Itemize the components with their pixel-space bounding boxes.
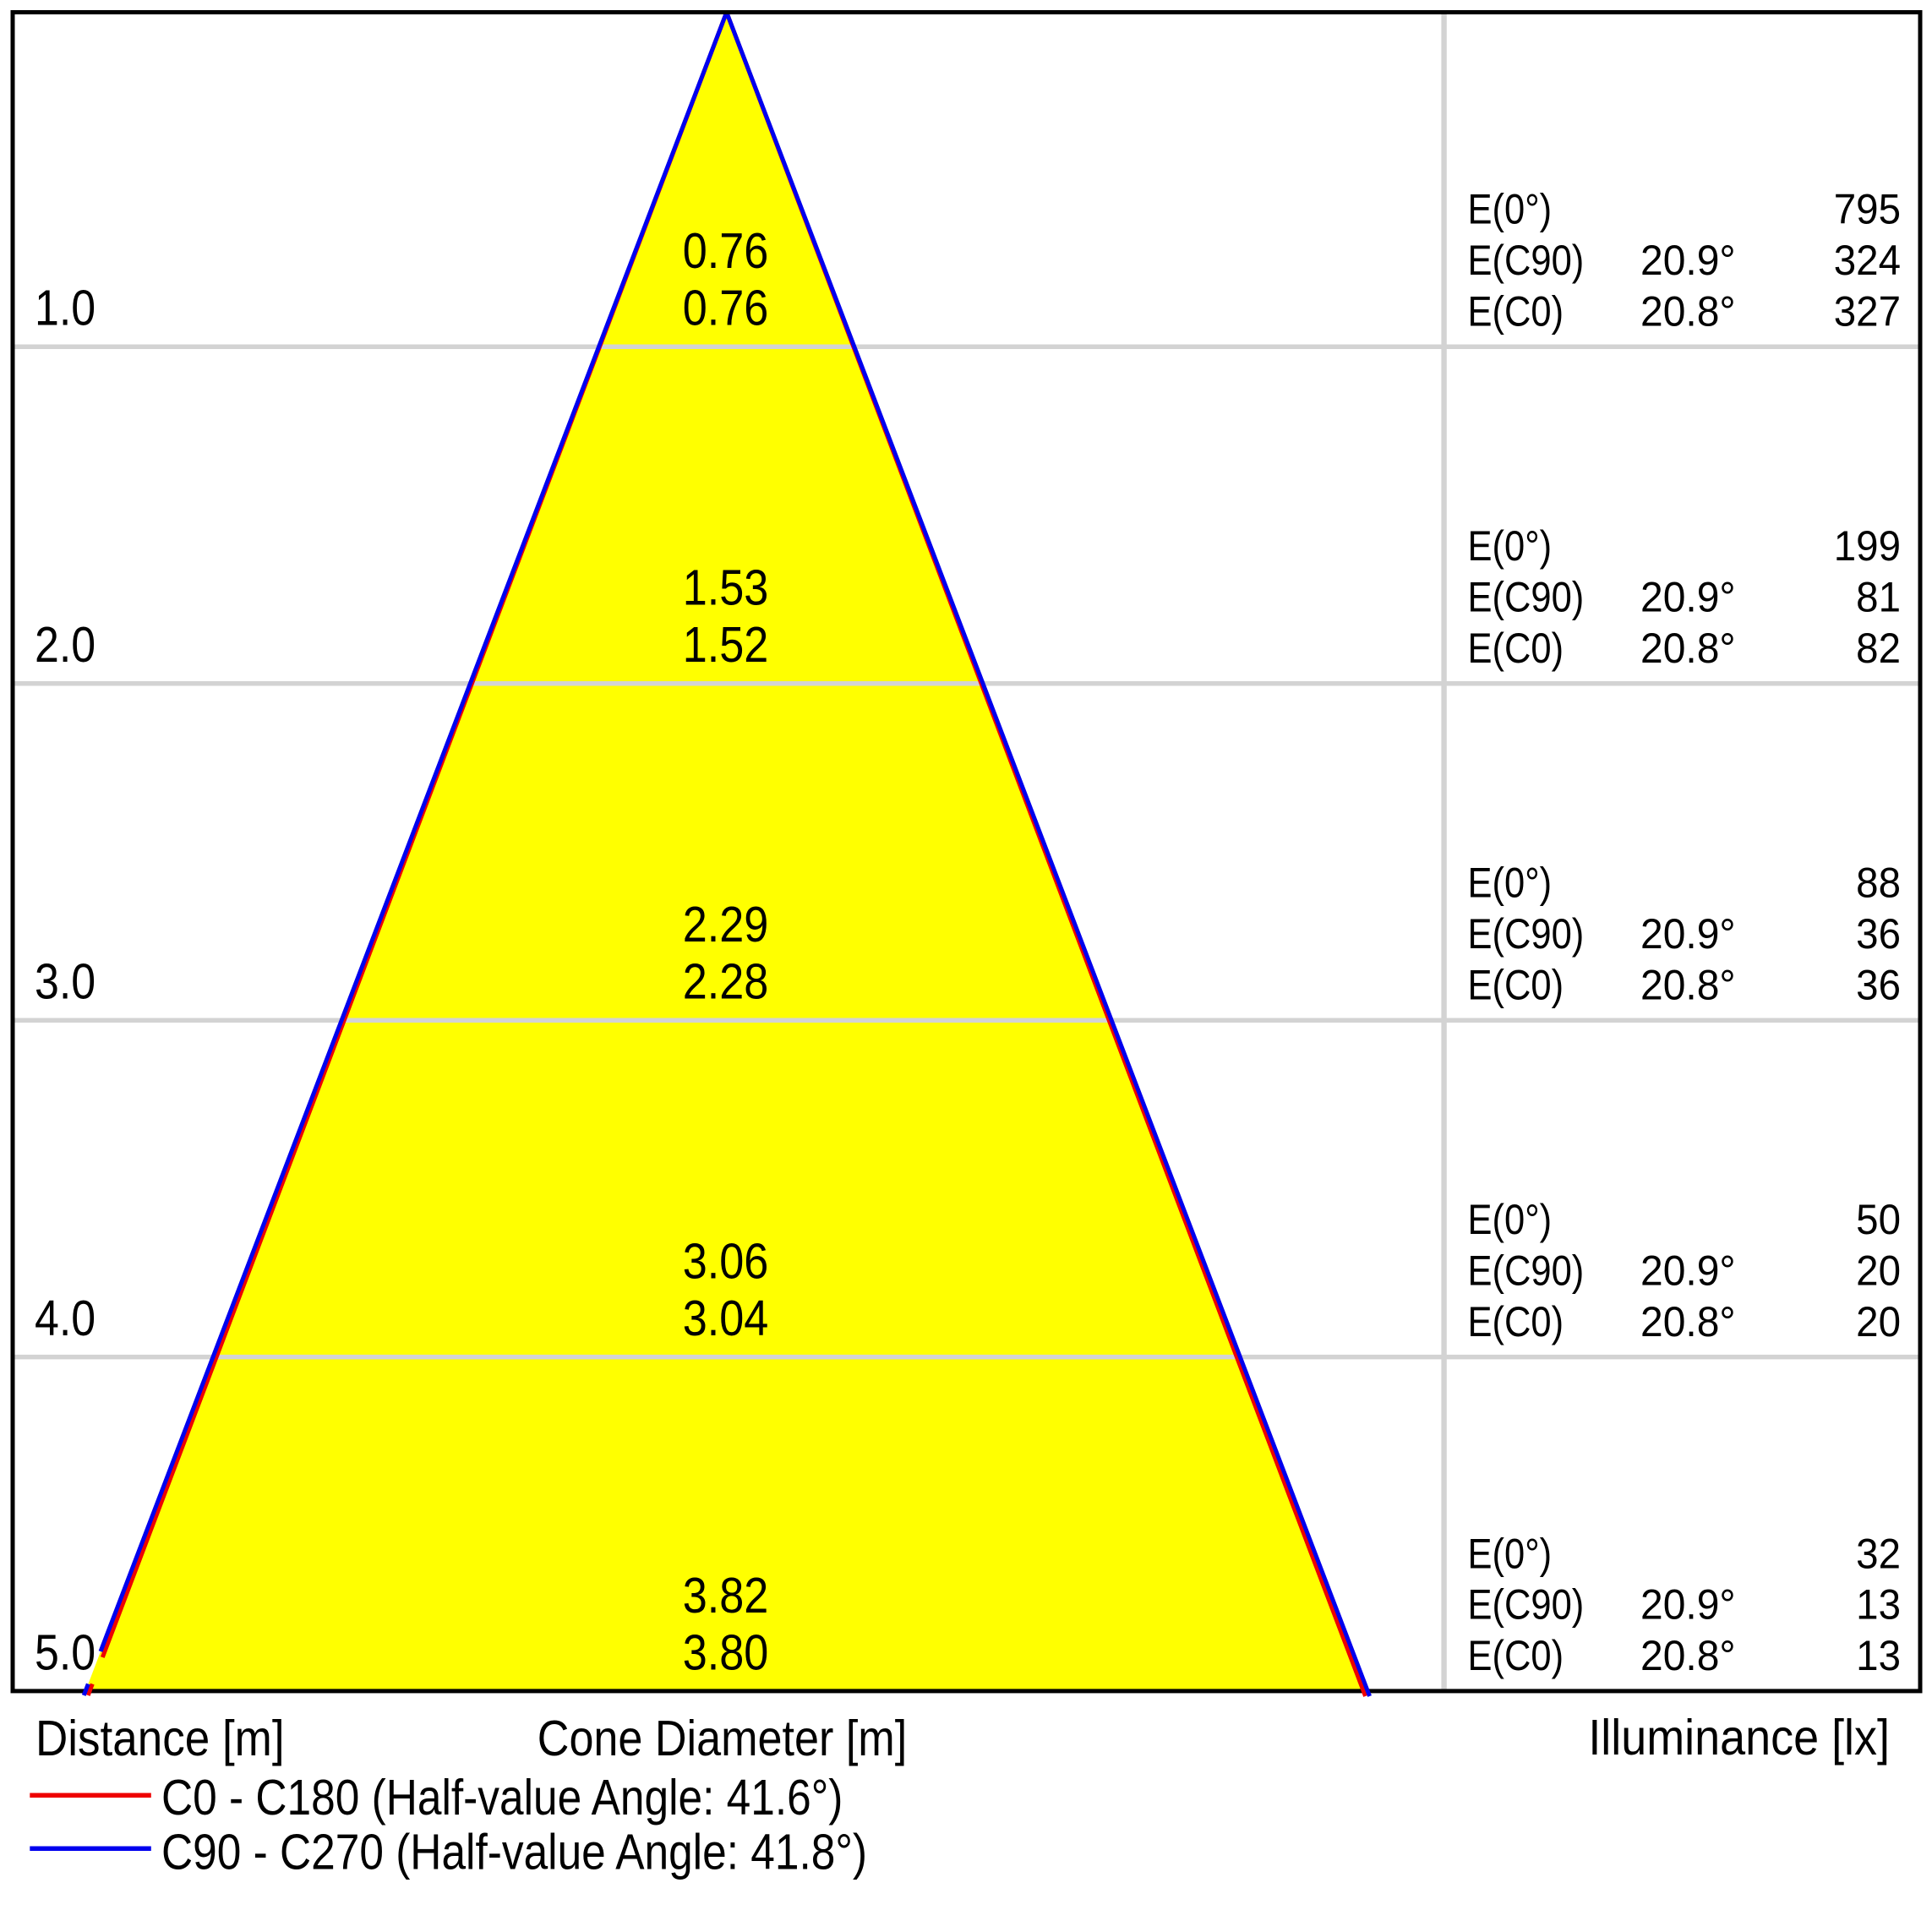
- svg-text:C0 - C180 (Half-value Angle: 4: C0 - C180 (Half-value Angle: 41.6°): [161, 1770, 843, 1826]
- svg-text:0.76: 0.76: [683, 223, 769, 279]
- svg-text:20.9°: 20.9°: [1640, 1582, 1736, 1629]
- svg-text:36: 36: [1856, 911, 1901, 958]
- svg-text:1.0: 1.0: [35, 281, 96, 336]
- svg-text:324: 324: [1834, 237, 1901, 284]
- svg-text:5.0: 5.0: [35, 1624, 96, 1680]
- svg-text:13: 13: [1856, 1582, 1901, 1629]
- svg-text:E(C90): E(C90): [1468, 910, 1585, 957]
- svg-text:20.8°: 20.8°: [1640, 289, 1736, 336]
- svg-text:1.52: 1.52: [683, 617, 769, 673]
- svg-text:3.82: 3.82: [683, 1568, 769, 1624]
- svg-text:20.9°: 20.9°: [1640, 1247, 1736, 1294]
- svg-text:E(C90): E(C90): [1468, 237, 1585, 283]
- svg-text:13: 13: [1856, 1633, 1901, 1679]
- svg-text:E(C0): E(C0): [1468, 288, 1564, 335]
- svg-text:E(0°): E(0°): [1468, 860, 1553, 906]
- svg-text:20.8°: 20.8°: [1640, 1633, 1736, 1679]
- svg-text:82: 82: [1856, 625, 1901, 672]
- svg-text:32: 32: [1856, 1531, 1901, 1577]
- svg-text:2.0: 2.0: [35, 617, 96, 673]
- svg-text:20.8°: 20.8°: [1640, 625, 1736, 672]
- svg-text:E(C0): E(C0): [1468, 1632, 1564, 1678]
- svg-text:2.29: 2.29: [683, 897, 769, 952]
- svg-text:88: 88: [1856, 860, 1901, 907]
- svg-text:20.9°: 20.9°: [1640, 237, 1736, 284]
- svg-text:3.04: 3.04: [683, 1291, 769, 1346]
- svg-text:20.8°: 20.8°: [1640, 1299, 1736, 1345]
- svg-text:E(C0): E(C0): [1468, 625, 1564, 671]
- svg-text:E(C90): E(C90): [1468, 574, 1585, 620]
- svg-text:81: 81: [1856, 574, 1901, 620]
- svg-text:Distance [m]: Distance [m]: [35, 1710, 285, 1766]
- svg-text:327: 327: [1834, 288, 1901, 335]
- svg-text:E(C90): E(C90): [1468, 1247, 1585, 1293]
- svg-text:E(0°): E(0°): [1468, 186, 1553, 232]
- svg-text:1.53: 1.53: [683, 560, 769, 616]
- svg-text:36: 36: [1856, 962, 1901, 1008]
- svg-text:E(0°): E(0°): [1468, 1196, 1553, 1242]
- svg-text:Cone Diameter [m]: Cone Diameter [m]: [538, 1711, 907, 1766]
- svg-text:20: 20: [1856, 1299, 1901, 1345]
- svg-text:0.76: 0.76: [683, 281, 769, 336]
- svg-text:20.9°: 20.9°: [1640, 575, 1736, 621]
- svg-text:E(C0): E(C0): [1468, 962, 1564, 1008]
- svg-text:C90 - C270 (Half-value Angle:: C90 - C270 (Half-value Angle: 41.8°): [161, 1824, 867, 1880]
- svg-text:E(0°): E(0°): [1468, 1531, 1553, 1577]
- svg-text:20.8°: 20.8°: [1640, 963, 1736, 1009]
- svg-text:795: 795: [1834, 187, 1901, 233]
- svg-text:3.80: 3.80: [683, 1624, 769, 1680]
- svg-text:Illuminance [lx]: Illuminance [lx]: [1588, 1710, 1890, 1766]
- svg-text:3.06: 3.06: [683, 1234, 769, 1290]
- svg-text:20: 20: [1856, 1247, 1901, 1294]
- svg-text:2.28: 2.28: [683, 954, 769, 1010]
- svg-text:E(C90): E(C90): [1468, 1581, 1585, 1628]
- svg-text:E(C0): E(C0): [1468, 1298, 1564, 1345]
- svg-text:3.0: 3.0: [35, 954, 96, 1010]
- svg-text:E(0°): E(0°): [1468, 522, 1553, 569]
- svg-text:50: 50: [1856, 1197, 1901, 1243]
- svg-text:4.0: 4.0: [35, 1291, 96, 1346]
- svg-text:199: 199: [1834, 523, 1901, 570]
- svg-text:20.9°: 20.9°: [1640, 911, 1736, 958]
